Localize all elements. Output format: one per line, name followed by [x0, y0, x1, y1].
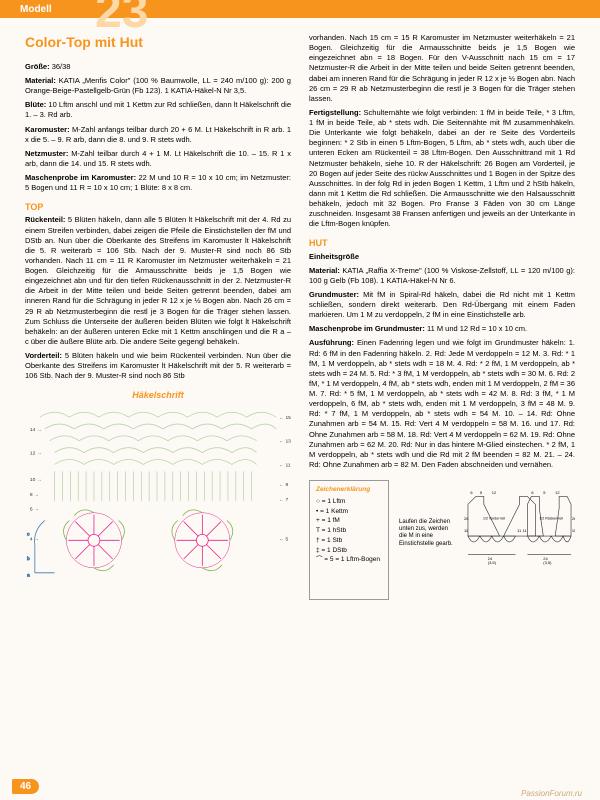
svg-text:10 →: 10 → [30, 477, 42, 483]
legend-item: ⌒ = 5 = 1 Lftm-Bogen [316, 555, 382, 565]
legend-box: Zeichenerklärung ○ = 1 Lftm • = 1 Kettm … [309, 480, 389, 600]
svg-text:(3,5): (3,5) [543, 560, 552, 565]
svg-text:1/2 Vorder-teil: 1/2 Vorder-teil [483, 516, 505, 520]
svg-text:14 →: 14 → [30, 426, 42, 432]
bluete-val: 10 Lftm anschl und mit 1 Kettm zur Rd sc… [25, 100, 291, 119]
legend-title: Zeichenerklärung [316, 485, 382, 495]
svg-text:← 9: ← 9 [279, 482, 288, 488]
karo-label: Karomuster: [25, 125, 70, 134]
svg-text:11: 11 [572, 528, 575, 533]
svg-text:6: 6 [531, 490, 534, 495]
svg-text:← 15: ← 15 [279, 415, 291, 421]
svg-text:6 →: 6 → [30, 506, 39, 512]
right-column: vorhanden. Nach 15 cm = 15 R Karomuster … [309, 33, 575, 600]
svg-text:11: 11 [464, 528, 468, 533]
svg-text:12 →: 12 → [30, 450, 42, 456]
hut-maschen-label: Maschenprobe im Grundmuster: [309, 324, 425, 333]
note-box: Laufen die Zeichen unten zus, werden die… [399, 519, 454, 600]
grund-label: Grundmuster: [309, 290, 359, 299]
size-val: 36/38 [52, 62, 71, 71]
svg-text:b: b [27, 556, 30, 562]
size-label: Größe: [25, 62, 50, 71]
rueck-label: Rückenteil: [25, 215, 65, 224]
svg-text:5: 5 [543, 490, 546, 495]
schematic-diagram: 6 5 12 6 5 12 26 26 11 11 11 11 24 24 1/… [464, 480, 575, 600]
fertig-val: Schulternähte wie folgt verbinden: 1 fM … [309, 108, 575, 228]
svg-text:1/2 Rücken-teil: 1/2 Rücken-teil [539, 516, 563, 520]
hut-mat-label: Material: [309, 266, 340, 275]
svg-text:(3,5): (3,5) [488, 560, 497, 565]
material-val: KATIA „Menfis Color" (100 % Baumwolle, L… [25, 76, 291, 95]
chart-label: Häkelschrift [25, 389, 291, 401]
svg-text:8 →: 8 → [30, 492, 39, 498]
svg-text:26: 26 [572, 516, 575, 521]
svg-text:12: 12 [492, 490, 496, 495]
legend-item: • = 1 Kettm [316, 507, 382, 517]
watermark: PassionForum.ru [521, 789, 582, 798]
cont-para: vorhanden. Nach 15 cm = 15 R Karomuster … [309, 33, 575, 104]
netz-label: Netzmuster: [25, 149, 68, 158]
svg-text:← 5: ← 5 [279, 536, 288, 542]
legend-item: + = 1 fM [316, 516, 382, 526]
svg-text:← 7: ← 7 [279, 496, 288, 502]
ausf-label: Ausführung: [309, 338, 354, 347]
svg-text:← 11: ← 11 [279, 462, 291, 468]
fertig-label: Fertigstellung: [309, 108, 361, 117]
bluete-label: Blüte: [25, 100, 46, 109]
vorder-label: Vorderteil: [25, 351, 62, 360]
crochet-chart: ← 15 ← 13 ← 11 14 → 12 → ← 9 ← 7 10 → 8 … [25, 406, 291, 581]
maschen-label: Maschenprobe im Karomuster: [25, 173, 136, 182]
page-title: Color-Top mit Hut [25, 33, 291, 52]
hut-mat-val: KATIA „Raffia X-Treme" (100 % Viskose-Ze… [309, 266, 575, 285]
svg-text:26: 26 [464, 516, 469, 521]
hut-maschen-val: 11 M und 12 Rd = 10 x 10 cm. [427, 324, 527, 333]
ausf-val: Einen Fadenring legen und wie folgt im G… [309, 338, 575, 469]
einheit-label: Einheitsgröße [309, 252, 359, 261]
legend-item: ○ = 1 Lftm [316, 497, 382, 507]
page-number: 46 [12, 779, 39, 794]
svg-text:a: a [27, 573, 30, 578]
legend-item: T = 1 hStb [316, 526, 382, 536]
svg-text:← 13: ← 13 [279, 438, 291, 444]
svg-text:4 →: 4 → [30, 536, 39, 542]
svg-text:11: 11 [523, 528, 527, 533]
svg-text:11: 11 [517, 528, 521, 533]
material-label: Material: [25, 76, 56, 85]
svg-text:12: 12 [555, 490, 559, 495]
legend-item: † = 1 Stb [316, 536, 382, 546]
rueck-val: 5 Blüten häkeln, dann alle 5 Blüten lt H… [25, 215, 291, 346]
header-label: Modell [20, 4, 52, 15]
vorder-val: 5 Blüten häkeln und wie beim Rückenteil … [25, 351, 291, 380]
svg-text:6: 6 [470, 490, 473, 495]
left-column: Color-Top mit Hut Größe: 36/38 Material:… [25, 33, 291, 600]
hut-heading: HUT [309, 237, 575, 249]
top-heading: TOP [25, 201, 291, 213]
svg-text:5: 5 [480, 490, 483, 495]
legend-item: ‡ = 1 DStb [316, 546, 382, 556]
